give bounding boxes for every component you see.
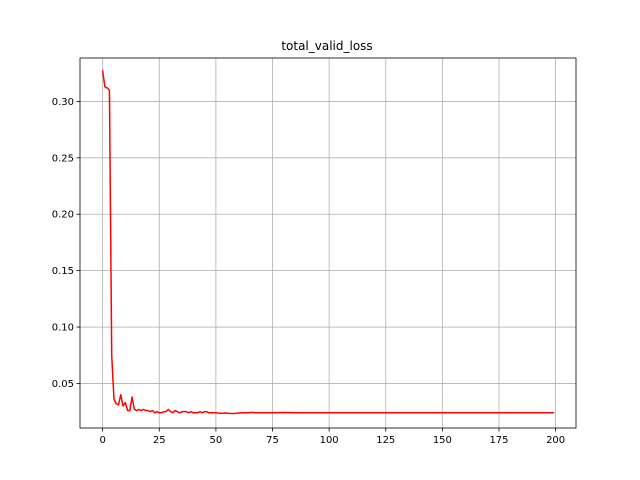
series-line-0 <box>101 70 555 415</box>
x-tick-label: 175 <box>489 435 508 446</box>
series-layer <box>101 70 555 415</box>
x-tick-label: 0 <box>99 435 105 446</box>
x-axis-ticks: 0 25 50 75 100 125 150 175 200 <box>99 428 565 446</box>
x-tick-label: 50 <box>210 435 223 446</box>
y-gridlines <box>80 101 576 384</box>
y-tick-label: 0.25 <box>52 153 74 164</box>
x-tick-label: 125 <box>376 435 395 446</box>
x-tick-label: 100 <box>320 435 339 446</box>
axes-frame <box>79 57 577 429</box>
chart-title: total_valid_loss <box>281 39 372 53</box>
x-gridlines <box>102 58 557 428</box>
y-tick-label: 0.20 <box>52 210 74 221</box>
y-tick-label: 0.05 <box>52 379 74 390</box>
x-tick-label: 200 <box>546 435 565 446</box>
y-axis-ticks: 0.05 0.10 0.15 0.20 0.25 0.30 <box>52 97 80 390</box>
x-tick-label: 25 <box>153 435 166 446</box>
y-tick-label: 0.30 <box>52 97 74 108</box>
x-tick-label: 150 <box>433 435 452 446</box>
y-tick-label: 0.10 <box>52 323 74 334</box>
x-tick-label: 75 <box>266 435 279 446</box>
y-tick-label: 0.15 <box>52 266 74 277</box>
